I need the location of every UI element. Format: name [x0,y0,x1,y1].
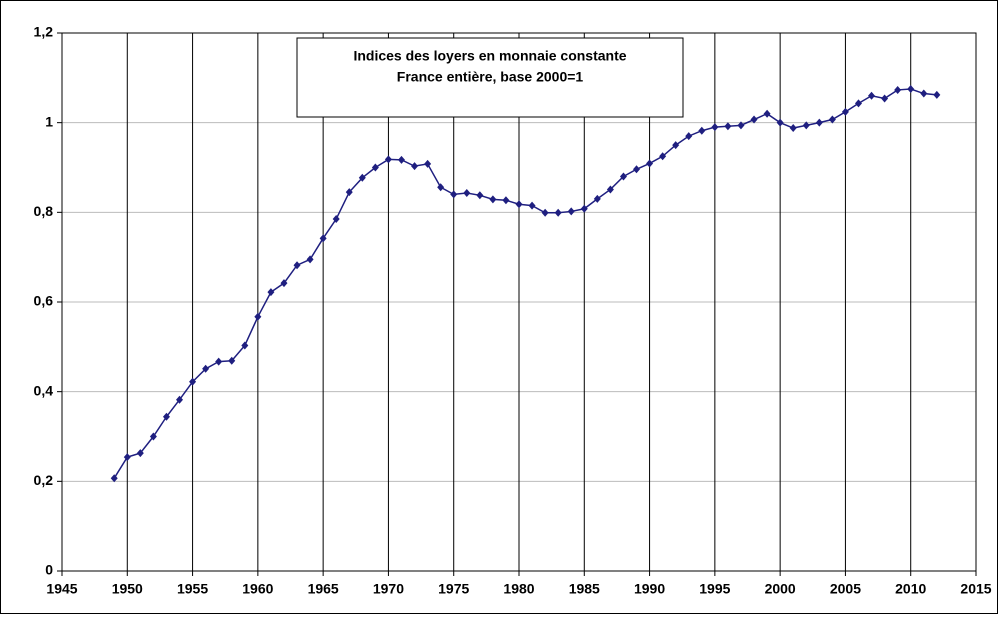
marker [123,453,131,462]
x-tick-label: 2005 [830,581,861,597]
x-tick-label: 1995 [699,581,730,597]
marker [515,200,523,209]
y-tick-label: 0,8 [34,203,54,219]
plot-border [61,32,977,572]
x-tick-label: 1960 [242,581,273,597]
marker [881,94,889,103]
marker [267,288,275,297]
marker [724,122,732,131]
title-box [296,37,684,118]
x-tick-label: 2015 [960,581,991,597]
marker [502,196,510,205]
marker [567,207,575,216]
marker [646,159,654,168]
line [113,88,937,479]
marker [332,215,340,224]
marker [345,188,353,197]
x-tick-label: 2000 [765,581,796,597]
x-tick-label: 1945 [46,581,77,597]
marker [450,190,458,199]
marker [437,183,445,192]
marker [685,132,693,141]
marker [659,152,667,161]
marker [241,341,249,350]
marker [293,261,301,270]
y-tick-label: 0,2 [34,472,54,488]
x-tick-label: 1955 [177,581,208,597]
marker [619,172,627,181]
marker [176,395,184,404]
marker [528,201,536,210]
marker [868,91,876,100]
marker [580,204,588,213]
marker [776,118,784,127]
marker [593,194,601,203]
marker [280,279,288,288]
x-tick-label: 1965 [308,581,339,597]
y-tick-label: 0,6 [34,293,54,309]
y-tick-label: 1 [45,113,53,129]
marker [606,185,614,194]
marker [397,155,405,164]
marker [633,165,641,174]
y-tick-label: 0,4 [34,382,54,398]
marker [554,208,562,217]
marker [698,126,706,135]
marker [189,377,197,386]
marker [371,163,379,172]
marker [920,89,928,98]
marker [384,155,392,164]
marker [763,109,771,118]
marker [306,255,314,264]
marker [841,107,849,116]
marker [424,159,432,168]
marker [463,189,471,198]
marker [215,357,223,366]
x-tick-label: 1980 [503,581,534,597]
marker [828,115,836,124]
marker [489,195,497,204]
marker [789,124,797,133]
marker [894,85,902,94]
marker [149,432,157,441]
marker [202,364,210,373]
x-tick-label: 1970 [373,581,404,597]
marker [254,312,262,321]
marker [541,208,549,217]
marker [228,356,236,365]
x-tick-label: 1950 [112,581,143,597]
marker [411,162,419,171]
x-tick-label: 1990 [634,581,665,597]
marker [319,234,327,243]
marker [907,85,915,94]
marker [815,118,823,127]
y-tick-label: 1,2 [34,24,54,40]
marker [854,99,862,108]
marker [110,474,118,483]
marker [162,412,170,421]
marker [476,191,484,200]
chart-title: Indices des loyers en monnaie constante [353,48,626,64]
marker [358,173,366,182]
x-tick-label: 1975 [438,581,469,597]
x-tick-label: 1985 [569,581,600,597]
chart-subtitle: France entière, base 2000=1 [397,69,584,85]
marker [711,123,719,132]
marker [933,90,941,99]
marker [750,115,758,124]
marker [737,121,745,130]
marker [802,121,810,130]
marker [672,141,680,150]
x-tick-label: 2010 [895,581,926,597]
marker [136,449,144,458]
y-tick-label: 0 [45,562,53,578]
